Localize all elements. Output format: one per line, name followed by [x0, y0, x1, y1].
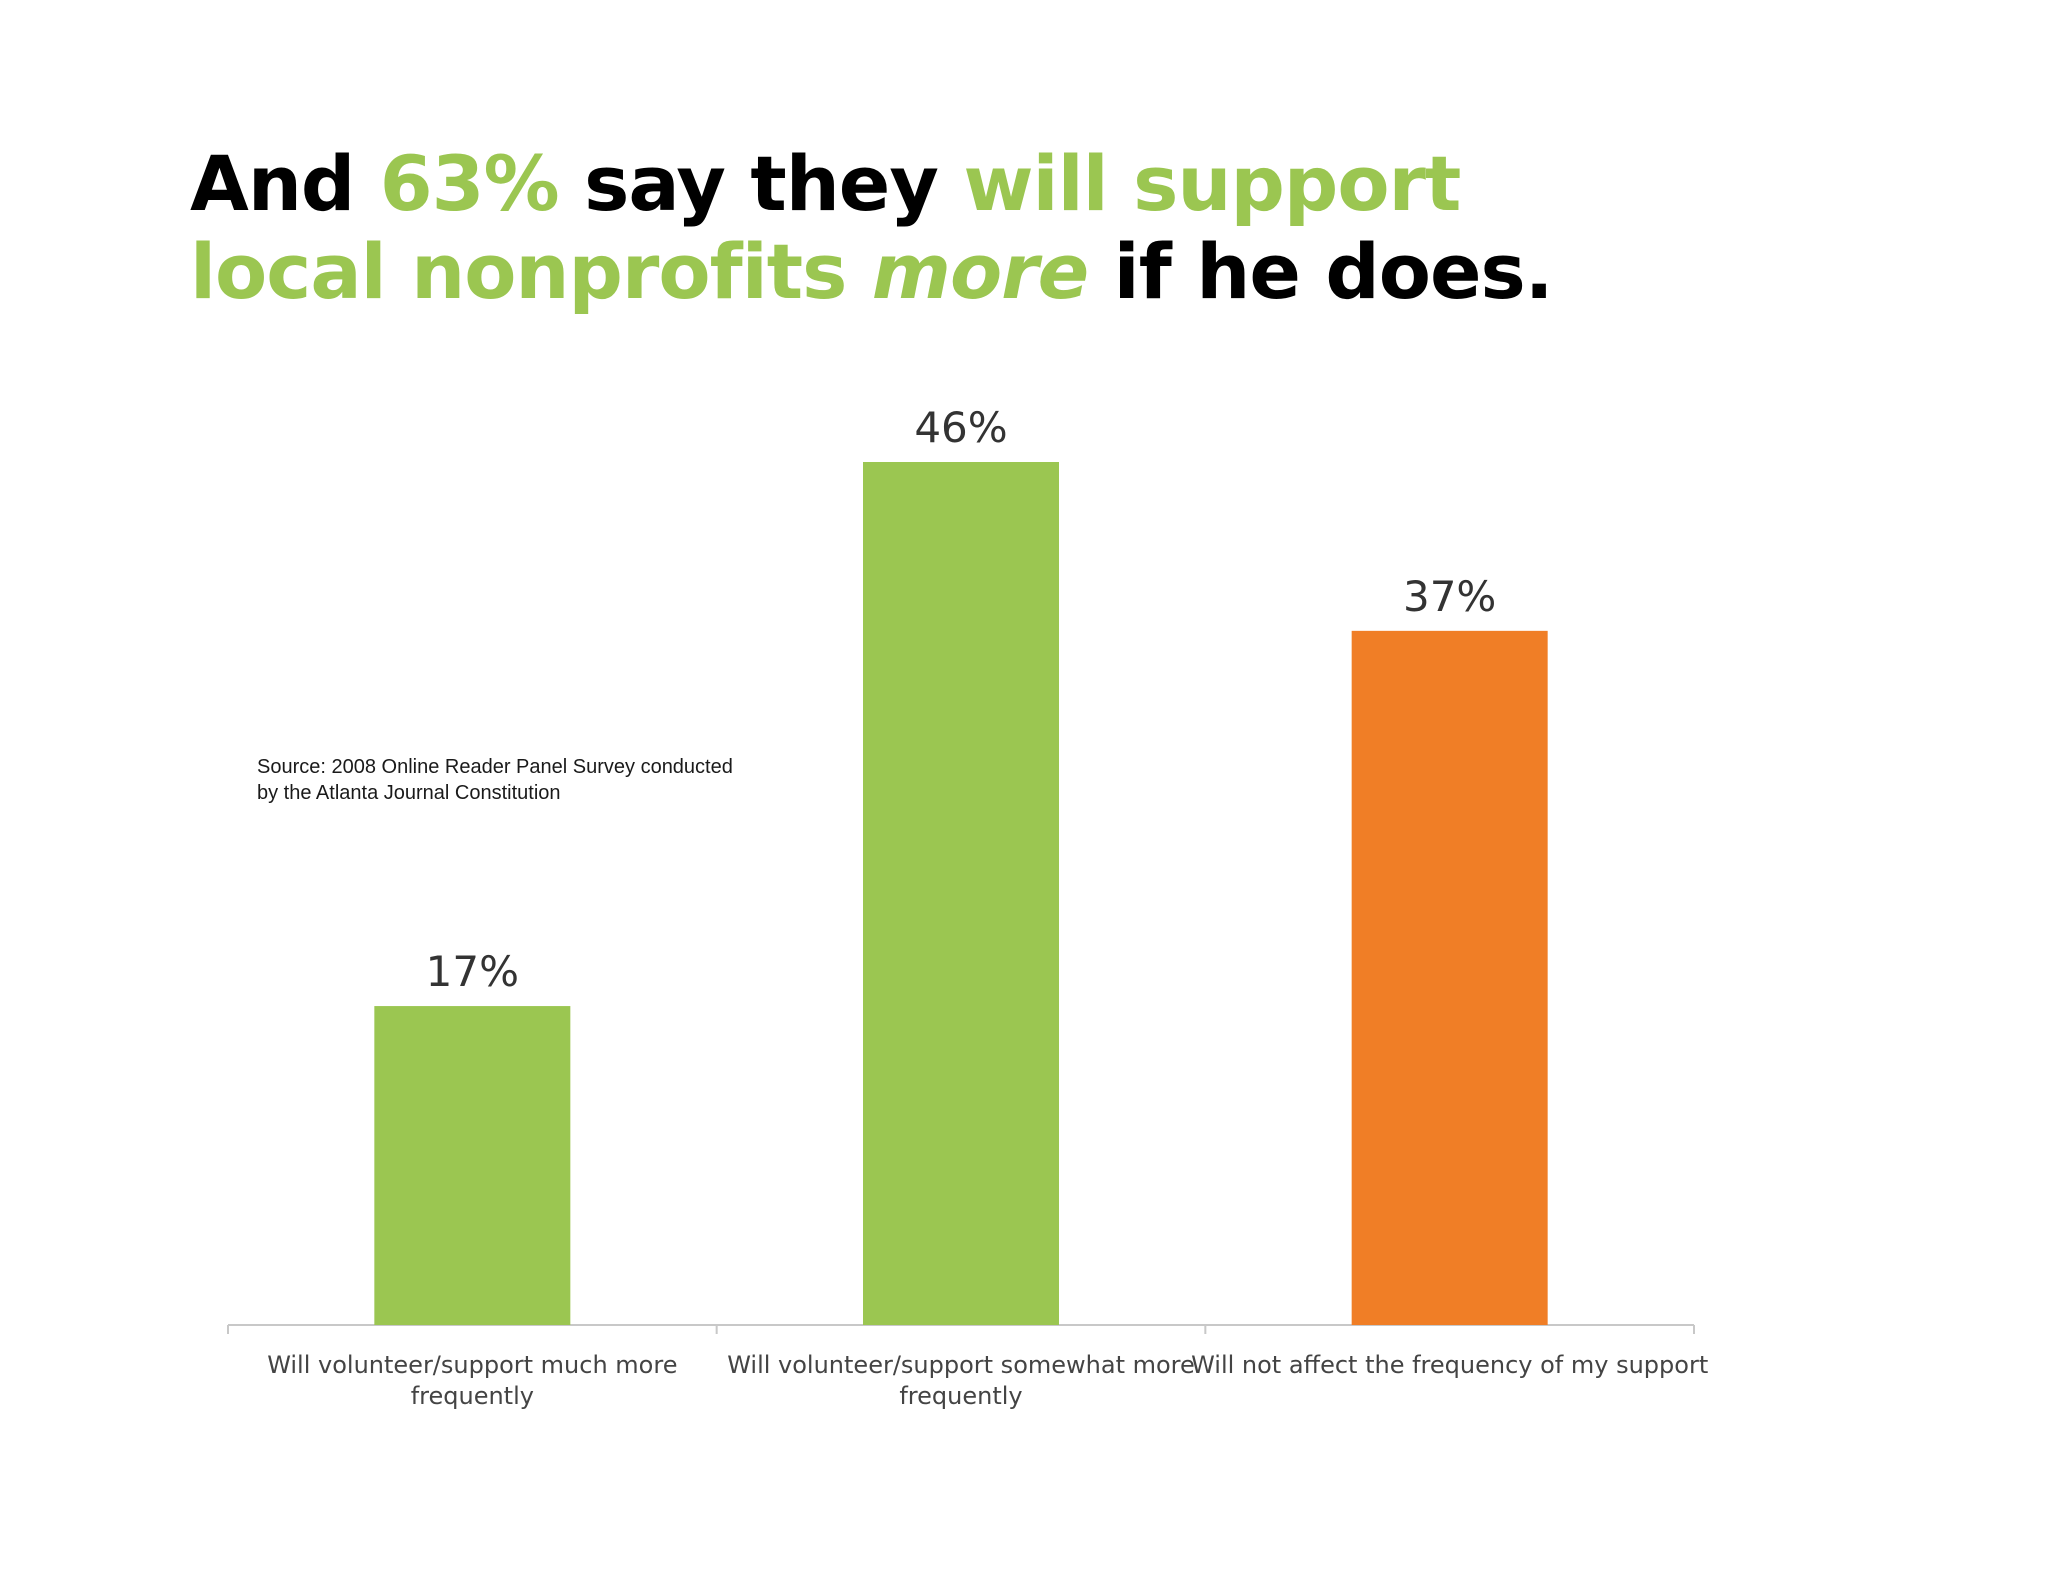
- category-label-2: Will volunteer/support somewhat more freq…: [727, 1351, 1195, 1410]
- headline: And 63% say they will support local nonp…: [190, 140, 1590, 316]
- headline-percent: 63%: [379, 139, 560, 228]
- bar-value-label-1: 17%: [426, 947, 519, 996]
- headline-part-say-they: say they: [558, 139, 964, 228]
- headline-support-local: will support local nonprofits: [190, 139, 1461, 316]
- bar-2: [863, 462, 1059, 1325]
- headline-part-and: And: [190, 139, 380, 228]
- source-note-line-1: Source: 2008 Online Reader Panel Survey …: [257, 756, 733, 778]
- bar-value-label-3: 37%: [1403, 572, 1496, 621]
- category-label-1: Will volunteer/support much more frequent…: [267, 1351, 677, 1410]
- headline-more: more: [871, 227, 1089, 316]
- bar-value-label-2: 46%: [914, 403, 1007, 452]
- headline-part-if-he-does: if he does.: [1088, 227, 1554, 316]
- source-note-line-2: by the Atlanta Journal Constitution: [257, 782, 561, 804]
- bar-1: [374, 1006, 571, 1325]
- category-label-3: Will not affect the frequency of my supp…: [1191, 1351, 1708, 1379]
- source-note: Source: 2008 Online Reader Panel Survey …: [257, 754, 857, 806]
- bar-3: [1351, 630, 1548, 1325]
